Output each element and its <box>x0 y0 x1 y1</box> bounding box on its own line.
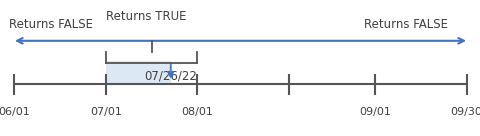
Text: Returns TRUE: Returns TRUE <box>106 10 187 23</box>
Text: Returns FALSE: Returns FALSE <box>364 18 447 31</box>
Bar <box>106 61 170 84</box>
Text: 09/01: 09/01 <box>359 107 390 118</box>
Text: 09/30: 09/30 <box>450 107 480 118</box>
Text: Returns FALSE: Returns FALSE <box>9 18 92 31</box>
Text: 07/01: 07/01 <box>90 107 121 118</box>
Text: 06/01: 06/01 <box>0 107 30 118</box>
Text: 08/01: 08/01 <box>181 107 213 118</box>
Text: 07/26/22: 07/26/22 <box>144 69 197 82</box>
